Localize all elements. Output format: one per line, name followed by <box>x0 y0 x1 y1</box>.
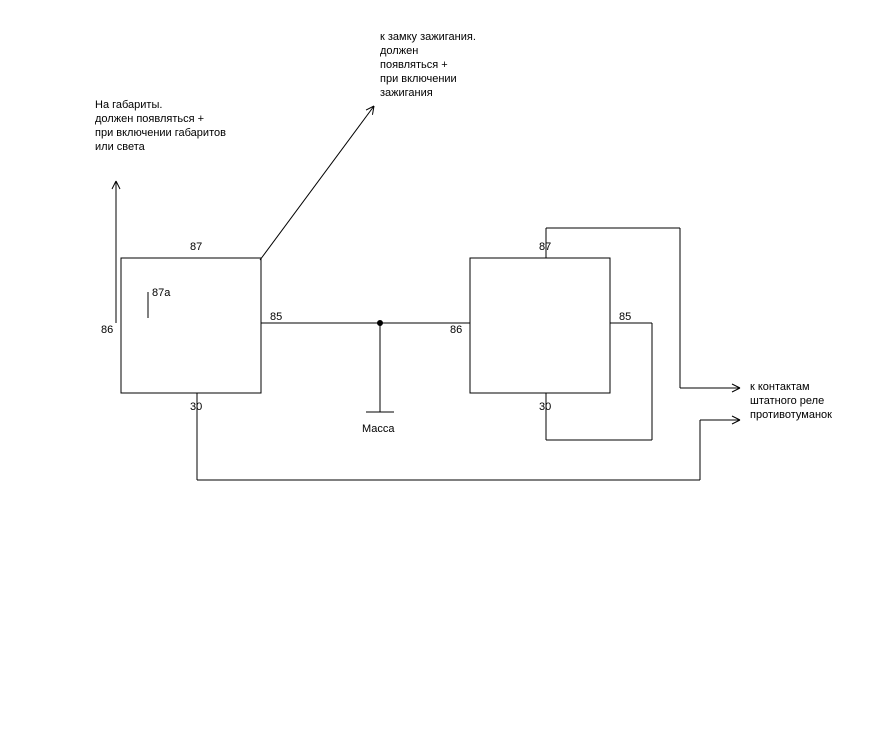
pin-87a-1: 87a <box>152 287 171 299</box>
relay-2-box <box>470 258 610 393</box>
pin-87-1: 87 <box>190 241 202 253</box>
pin-86-1: 86 <box>101 324 113 336</box>
pin-30-2: 30 <box>539 401 551 413</box>
relay-1-box <box>121 258 261 393</box>
arrow-out-upper-a <box>732 388 740 392</box>
arrow-r1-86-a <box>116 181 120 189</box>
arrow-out-lower-a <box>732 420 740 424</box>
pin-85-2: 85 <box>619 311 631 323</box>
wire-diag-ignition <box>260 106 374 260</box>
pin-85-1: 85 <box>270 311 282 323</box>
note-left: На габариты.должен появляться +при включ… <box>95 99 226 153</box>
note-right: к контактамштатного релепротивотуманок <box>750 381 832 421</box>
label-ground: Масса <box>362 423 395 435</box>
arrow-out-lower-b <box>732 416 740 420</box>
pin-87-2: 87 <box>539 241 551 253</box>
pin-30-1: 30 <box>190 401 202 413</box>
pin-86-2: 86 <box>450 324 462 336</box>
arrow-out-upper-b <box>732 384 740 388</box>
arrow-r1-86-b <box>112 181 116 189</box>
note-top: к замку зажигания.долженпоявляться +при … <box>380 31 476 99</box>
